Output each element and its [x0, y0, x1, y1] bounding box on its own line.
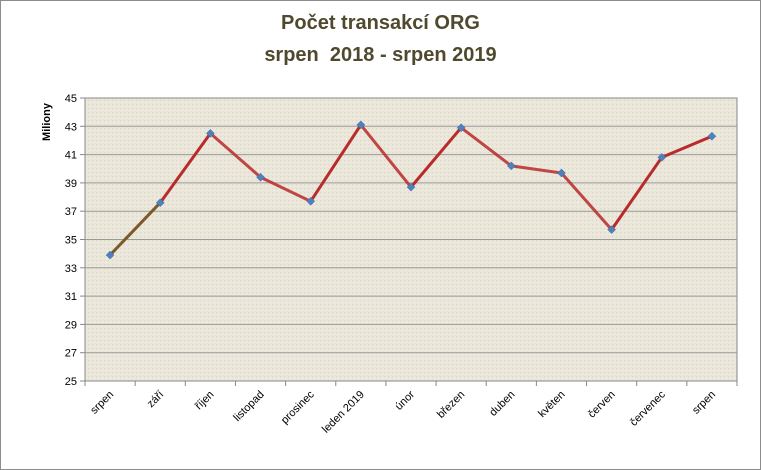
- y-tick-label: 45: [65, 93, 77, 105]
- y-tick-label: 33: [65, 263, 77, 275]
- data-point: [155, 198, 165, 208]
- x-tick-label: červenec: [628, 388, 668, 428]
- data-point: [607, 225, 616, 234]
- y-tick-label: 43: [65, 121, 77, 133]
- x-tick-label: únor: [393, 388, 417, 412]
- data-point: [456, 123, 466, 133]
- line-segment: [108, 201, 162, 257]
- y-tick-label: 29: [65, 319, 77, 331]
- data-point: [506, 161, 516, 171]
- line-segment: [559, 171, 614, 232]
- chart-subtitle: srpen 2018 - srpen 2019: [264, 44, 497, 66]
- x-tick-label: říjen: [193, 389, 217, 413]
- x-tick-label: prosinec: [279, 388, 317, 426]
- y-tick-label: 25: [65, 376, 77, 388]
- x-tick-label: červen: [586, 389, 618, 421]
- x-tick-label: srpen: [88, 389, 116, 417]
- line-segment: [660, 134, 714, 159]
- y-tick-label: 39: [65, 178, 77, 190]
- line-segment: [208, 131, 263, 179]
- line-segment: [610, 155, 664, 232]
- x-tick-label: duben: [487, 389, 517, 419]
- x-tick-label: březen: [435, 389, 467, 421]
- series-line: [108, 123, 714, 257]
- x-tick-label: září: [145, 389, 166, 410]
- x-axis-ticks: srpen září říjen listopad prosinec leden 2019…: [84, 381, 738, 436]
- data-point: [306, 196, 316, 206]
- x-tick-label: srpen: [690, 389, 718, 417]
- line-segment: [259, 175, 313, 203]
- data-point: [707, 131, 717, 141]
- series-markers: [105, 120, 717, 260]
- y-tick-label: 35: [65, 235, 77, 247]
- y-tick-label: 31: [65, 291, 77, 303]
- line-segment: [509, 164, 563, 175]
- line-segment: [158, 131, 212, 205]
- data-point: [406, 182, 416, 192]
- data-point: [256, 172, 265, 182]
- data-point: [356, 120, 366, 130]
- x-tick-label: leden 2019: [320, 389, 367, 436]
- line-segment: [309, 123, 363, 203]
- y-tick-label: 27: [65, 348, 77, 360]
- data-point: [657, 153, 667, 162]
- line-segment: [359, 123, 413, 189]
- data-point: [557, 168, 566, 178]
- x-tick-label: listopad: [231, 389, 266, 424]
- gridlines: [85, 125, 737, 354]
- y-axis-label: Miliony: [41, 102, 53, 141]
- y-axis-ticks: 25 27 29 31 33 35 37 39 41 43 45: [65, 93, 85, 388]
- line-segment: [409, 126, 463, 189]
- line-segment: [459, 126, 513, 168]
- data-point: [206, 129, 215, 138]
- data-point: [105, 250, 115, 260]
- y-tick-label: 37: [65, 206, 77, 218]
- x-tick-label: květen: [536, 389, 567, 420]
- chart-title: Počet transakcí ORG: [281, 12, 480, 34]
- y-tick-label: 41: [65, 150, 77, 162]
